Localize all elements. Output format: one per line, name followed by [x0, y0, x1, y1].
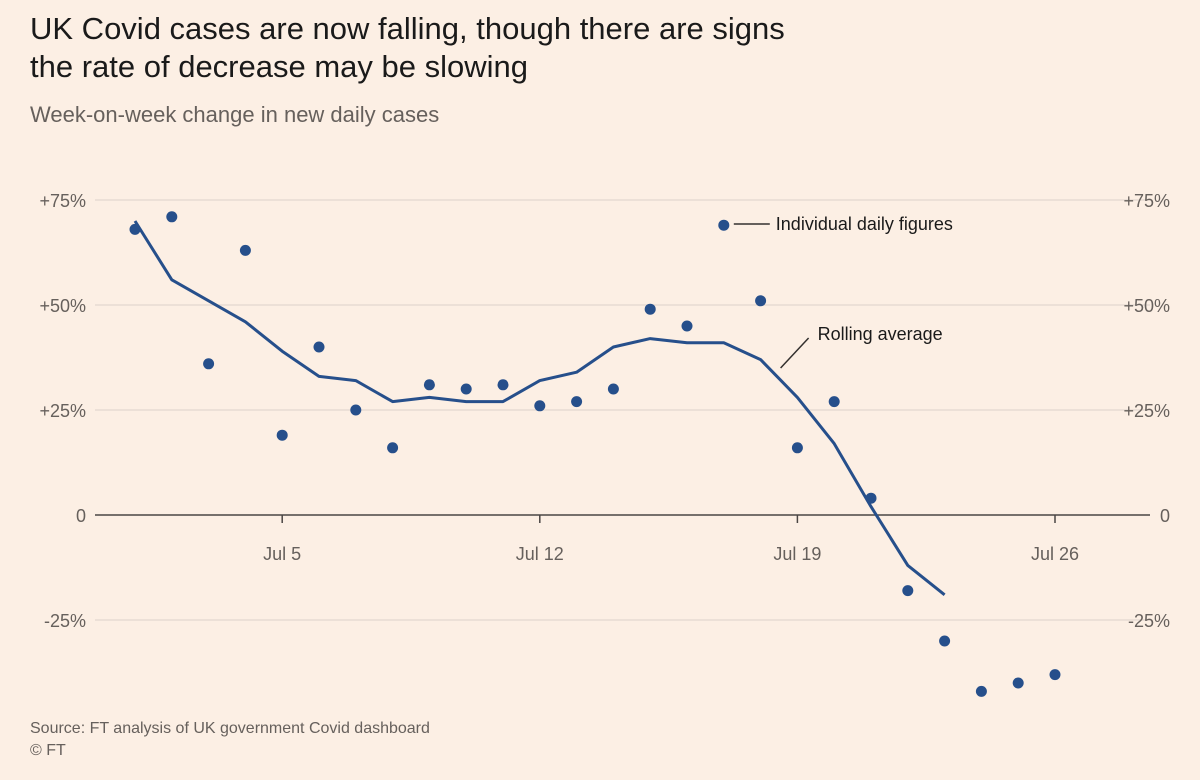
daily-figure-dot — [791, 442, 803, 454]
chart-subtitle: Week-on-week change in new daily cases — [30, 102, 440, 127]
daily-figure-dot — [571, 396, 583, 408]
daily-figure-dot — [865, 492, 877, 504]
y-tick-label-left: +75% — [39, 191, 86, 211]
daily-figure-dot — [681, 320, 693, 332]
x-tick-label: Jul 5 — [263, 544, 301, 564]
x-axis-ticks: Jul 5 Jul 12 Jul 19 Jul 26 — [263, 515, 1079, 564]
title-line-2: the rate of decrease may be slowing — [30, 49, 528, 84]
daily-figure-dot — [1049, 669, 1061, 681]
copyright-note: © FT — [30, 742, 66, 759]
x-tick-label: Jul 12 — [516, 544, 564, 564]
annotation-leader-line — [780, 337, 810, 369]
y-tick-label-right: +50% — [1123, 296, 1170, 316]
source-note: Source: FT analysis of UK government Cov… — [30, 720, 430, 737]
daily-figure-dot — [166, 211, 178, 223]
daily-figure-dot — [460, 383, 472, 395]
y-tick-label-right: +25% — [1123, 401, 1170, 421]
y-tick-label-left: -25% — [44, 611, 86, 631]
y-tick-label-right: 0 — [1160, 506, 1170, 526]
daily-figure-dot — [644, 303, 656, 315]
daily-figure-dot — [828, 396, 840, 408]
daily-figure-dot — [276, 429, 288, 441]
chart-footer: Source: FT analysis of UK government Cov… — [30, 718, 430, 762]
daily-figure-dot — [423, 379, 435, 391]
y-tick-label-left: +25% — [39, 401, 86, 421]
daily-figure-dot — [607, 383, 619, 395]
daily-figure-dot — [497, 379, 509, 391]
y-tick-label-right: +75% — [1123, 191, 1170, 211]
y-tick-label-right: -25% — [1128, 611, 1170, 631]
x-tick-label: Jul 26 — [1031, 544, 1079, 564]
gridlines — [95, 199, 1150, 621]
daily-figure-dot — [939, 635, 951, 647]
daily-figure-dot — [129, 223, 141, 235]
title-line-1: UK Covid cases are now falling, though t… — [30, 11, 785, 46]
y-tick-label-left: 0 — [76, 506, 86, 526]
daily-figure-dot — [902, 585, 914, 597]
x-tick-label: Jul 19 — [773, 544, 821, 564]
daily-figure-dot — [1012, 677, 1024, 689]
daily-figure-dot — [718, 219, 730, 231]
legend-label-daily: Individual daily figures — [776, 214, 953, 234]
y-tick-label-left: +50% — [39, 296, 86, 316]
y-axis-ticks: +75% +75% +50% +50% +25% +25% 0 0 -25% -25% — [39, 191, 1170, 631]
daily-figure-dot — [387, 442, 399, 454]
rolling-average-line — [133, 220, 946, 596]
daily-figure-dot — [975, 685, 987, 697]
chart-title: UK Covid cases are now falling, though t… — [30, 10, 1170, 86]
daily-figure-dot — [203, 358, 215, 370]
daily-figure-dot — [350, 404, 362, 416]
daily-figure-dot — [239, 244, 251, 256]
annotation-label-rolling: Rolling average — [818, 324, 943, 344]
daily-figures-dots — [129, 211, 1061, 697]
rolling-average-line-group — [133, 220, 946, 596]
daily-figure-dot — [755, 295, 767, 307]
annotations: Individual daily figures Rolling average — [733, 214, 953, 369]
daily-figure-dot — [313, 341, 325, 353]
daily-figure-dot — [534, 400, 546, 412]
